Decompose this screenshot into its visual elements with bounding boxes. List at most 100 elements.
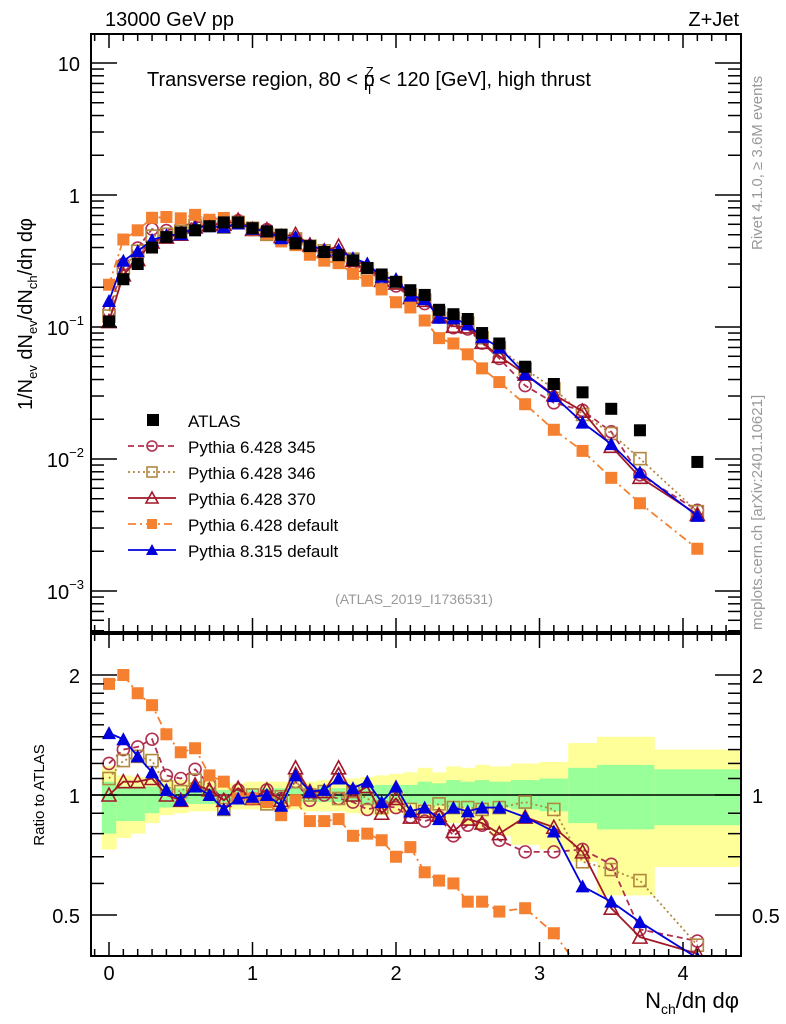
data-point	[445, 317, 462, 334]
ratio-point	[160, 728, 173, 741]
ratio-point	[417, 814, 432, 828]
inner-band-bin	[654, 769, 741, 826]
atlas-data-point	[103, 315, 115, 328]
ratio-point	[547, 802, 561, 817]
ratio-point	[145, 732, 159, 747]
data-point	[117, 233, 130, 246]
legend-label: Pythia 6.428 346	[188, 464, 316, 483]
ratio-point	[216, 802, 231, 816]
atlas-data-point	[332, 249, 345, 262]
inner-band-bin	[417, 781, 433, 804]
data-point	[604, 437, 619, 451]
atlas-data-point	[232, 216, 245, 229]
atlas-data-point	[160, 231, 173, 244]
x-axis-label: Nch/dη dφ	[645, 988, 739, 1017]
ratio-point	[116, 732, 131, 746]
y-tick-label: 1	[69, 186, 80, 208]
data-point	[519, 398, 532, 411]
ratio-point	[245, 789, 260, 803]
data-point	[691, 542, 704, 555]
ratio-point	[159, 768, 174, 783]
ratio-point	[605, 997, 617, 1009]
ratio-point	[493, 905, 506, 918]
data-point	[346, 267, 359, 280]
ratio-point	[604, 894, 619, 908]
ratio-point	[129, 772, 147, 789]
series-atlas	[103, 216, 704, 468]
atlas-data-point	[203, 220, 216, 233]
data-point	[103, 278, 115, 291]
inner-band-bin	[446, 780, 462, 808]
ratio-point	[445, 822, 462, 839]
legend-item: Pythia 8.315 default	[128, 542, 339, 561]
atlas-data-point	[346, 254, 359, 267]
data-point	[546, 389, 561, 403]
ratio-point	[145, 753, 159, 768]
ratio-y-tick-label-right: 0.5	[752, 906, 780, 928]
atlas-data-point	[303, 240, 316, 253]
atlas-data-point	[174, 226, 187, 239]
ratio-line	[108, 732, 696, 956]
data-point	[131, 224, 144, 237]
legend-item: Pythia 6.428 345	[128, 438, 316, 457]
atlas-data-point	[404, 284, 417, 297]
ratio-series-pythia-6-428-default	[103, 669, 617, 1009]
data-point	[476, 362, 489, 375]
x-tick-label: 0	[103, 963, 114, 985]
data-point	[432, 310, 447, 324]
ratio-point	[432, 797, 446, 811]
ratio-point	[116, 753, 131, 768]
ratio-point	[331, 791, 346, 806]
atlas-data-point	[146, 241, 159, 254]
legend-marker	[146, 466, 158, 478]
data-point	[518, 367, 533, 381]
ratio-point	[117, 669, 130, 681]
atlas-data-point	[246, 222, 259, 235]
legend-item-atlas: ATLAS	[147, 412, 241, 431]
ratio-point	[447, 877, 460, 890]
plot-title: Transverse region, 80 < pZ T < 120 [GeV],…	[147, 64, 591, 97]
data-point	[461, 348, 474, 361]
ratio-y-tick-label: 2	[69, 666, 80, 688]
ratio-point	[602, 899, 620, 916]
mcplots-label: mcplots.cern.ch [arXiv:2401.10621]	[749, 395, 766, 630]
ratio-point	[475, 800, 490, 814]
header-process-label: Z+Jet	[688, 9, 739, 31]
atlas-data-point	[390, 275, 402, 288]
data-point	[493, 376, 506, 389]
ratio-point	[387, 789, 405, 806]
ratio-point	[259, 788, 274, 801]
ratio-point	[403, 804, 418, 818]
ratio-point	[102, 726, 116, 740]
legend-item: Pythia 6.428 346	[128, 464, 316, 483]
ratio-point	[417, 800, 432, 814]
ratio-point	[459, 810, 477, 826]
ratio-point	[318, 815, 331, 828]
legend-item: Pythia 6.428 370	[128, 490, 316, 509]
data-point	[404, 301, 417, 314]
inner-band-bin	[474, 780, 490, 808]
ratio-point	[346, 829, 359, 842]
legend-label: Pythia 6.428 default	[188, 516, 339, 535]
legend-item: Pythia 6.428 default	[128, 516, 339, 535]
ratio-point	[518, 795, 532, 809]
legend-label: Pythia 6.428 370	[188, 490, 316, 509]
main-y-axis-label: 1/Nev dNev/dNch/dη dφ	[15, 218, 40, 410]
legend-marker	[146, 440, 158, 452]
ratio-line	[108, 755, 699, 946]
data-point	[576, 444, 589, 457]
ratio-point	[374, 795, 389, 809]
ratio-point	[188, 762, 202, 777]
y-tick-label: 10−3	[47, 577, 84, 604]
ratio-point	[375, 834, 388, 847]
ratio-point	[389, 779, 403, 793]
atlas-data-point	[217, 216, 230, 229]
data-point	[547, 423, 560, 436]
data-point	[130, 244, 145, 258]
atlas-data-point	[691, 455, 704, 468]
ratio-point	[174, 746, 187, 759]
atlas-data-point	[275, 228, 288, 241]
ratio-point	[475, 818, 489, 832]
ratio-point	[344, 786, 362, 802]
atlas-data-point	[361, 261, 374, 274]
